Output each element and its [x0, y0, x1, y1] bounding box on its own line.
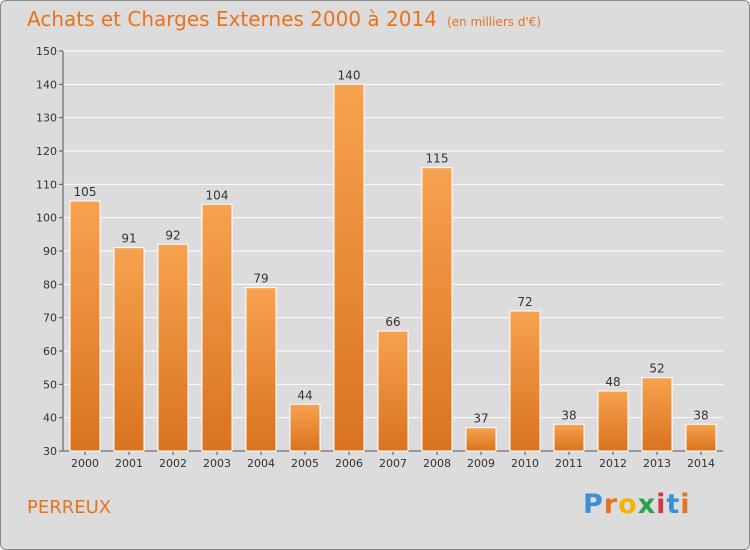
y-tick-label: 120	[36, 145, 57, 158]
y-tick-label: 110	[36, 178, 57, 191]
y-tick-label: 130	[36, 112, 57, 125]
bar	[245, 287, 277, 452]
x-tick-label: 2014	[687, 457, 715, 470]
bar-value-label: 140	[338, 68, 361, 82]
bar	[509, 310, 541, 452]
bar-value-label: 104	[206, 188, 229, 202]
x-tick-label: 2008	[423, 457, 451, 470]
bar	[553, 423, 585, 452]
y-tick-label: 70	[43, 312, 57, 325]
x-tick-label: 2004	[247, 457, 275, 470]
bar	[69, 200, 101, 452]
x-tick-label: 2013	[643, 457, 671, 470]
logo-letter: i	[656, 489, 667, 520]
bar-value-label: 38	[561, 408, 576, 422]
logo-letter: t	[666, 489, 681, 520]
y-tick-label: 80	[43, 278, 57, 291]
bar-value-label: 38	[693, 408, 708, 422]
y-tick-label: 50	[43, 378, 57, 391]
bar	[201, 203, 233, 452]
bar-value-label: 52	[649, 362, 664, 376]
bars	[69, 83, 717, 452]
y-tick-label: 30	[43, 445, 57, 458]
chart-title-text: Achats et Charges Externes 2000 à 2014	[27, 7, 437, 31]
bar	[421, 167, 453, 452]
bar	[333, 83, 365, 452]
x-tick-label: 2006	[335, 457, 363, 470]
y-tick-label: 90	[43, 245, 57, 258]
bar	[465, 427, 497, 452]
bar	[685, 423, 717, 452]
x-tick-label: 2007	[379, 457, 407, 470]
logo-letter: P	[583, 489, 604, 520]
bar-value-label: 92	[165, 228, 180, 242]
bar	[641, 377, 673, 452]
x-tick-label: 2001	[115, 457, 143, 470]
y-tick-label: 60	[43, 345, 57, 358]
bar-value-label: 44	[297, 388, 312, 402]
logo-letter: i	[680, 489, 691, 520]
x-tick-label: 2003	[203, 457, 231, 470]
bar-value-label: 48	[605, 375, 620, 389]
bar	[597, 390, 629, 452]
chart-title: Achats et Charges Externes 2000 à 2014 (e…	[27, 7, 541, 31]
logo-letter: x	[637, 489, 657, 520]
bar-value-label: 72	[517, 295, 532, 309]
bar-value-label: 91	[121, 232, 136, 246]
y-tick-label: 100	[36, 212, 57, 225]
bar-value-label: 37	[473, 412, 488, 426]
x-tick-label: 2012	[599, 457, 627, 470]
x-tick-label: 2010	[511, 457, 539, 470]
bar	[289, 403, 321, 452]
x-tick-label: 2011	[555, 457, 583, 470]
x-tick-label: 2009	[467, 457, 495, 470]
y-tick-label: 40	[43, 412, 57, 425]
bar-value-label: 66	[385, 315, 400, 329]
chart-unit: (en milliers d'€)	[446, 15, 542, 29]
bar-value-label: 105	[74, 185, 97, 199]
x-tick-label: 2000	[71, 457, 99, 470]
labels: 30 40 50 60 70 80 90 100 110 120 130 140 150 105 2000 9…	[36, 45, 715, 470]
proxiti-logo: Proxiti	[583, 489, 691, 520]
bar	[157, 243, 189, 452]
y-tick-label: 140	[36, 78, 57, 91]
logo-letter: o	[618, 489, 638, 520]
bar	[113, 247, 145, 452]
bar-value-label: 79	[253, 272, 268, 286]
x-tick-label: 2002	[159, 457, 187, 470]
x-tick-label: 2005	[291, 457, 319, 470]
bar-value-label: 115	[426, 152, 449, 166]
y-tick-label: 150	[36, 45, 57, 58]
logo-letter: r	[603, 489, 619, 520]
commune-name: PERREUX	[27, 497, 112, 518]
bar	[377, 330, 409, 452]
